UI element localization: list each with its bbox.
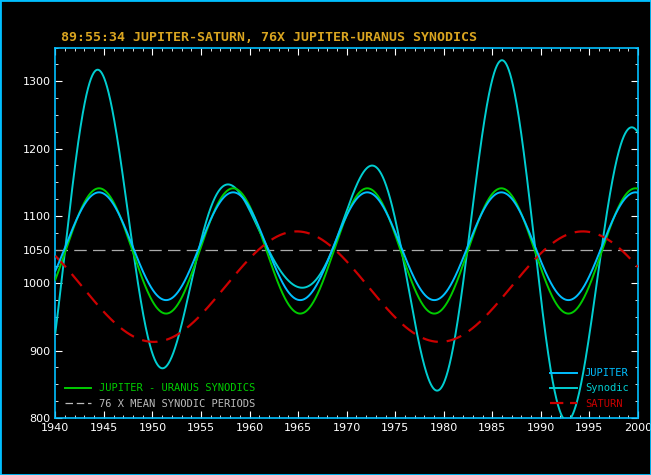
Legend: JUPITER, Synodic, SATURN: JUPITER, Synodic, SATURN — [546, 364, 633, 413]
Text: 89:55:34 JUPITER-SATURN, 76X JUPITER-URANUS SYNODICS: 89:55:34 JUPITER-SATURN, 76X JUPITER-URA… — [61, 30, 477, 44]
